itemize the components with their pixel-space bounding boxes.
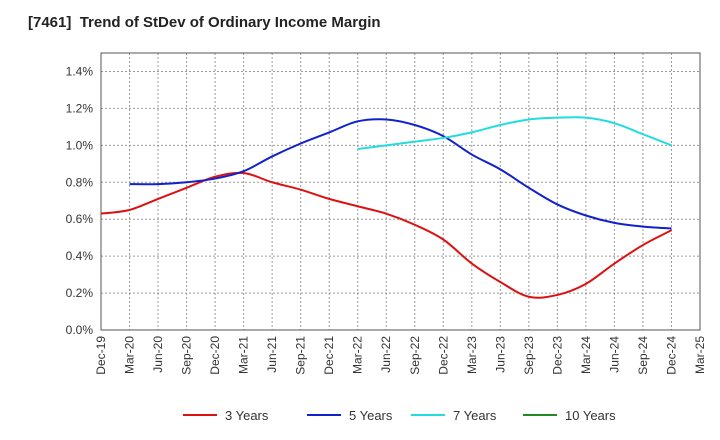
x-tick-label: Dec-24	[664, 336, 678, 375]
y-tick-label: 0.4%	[66, 249, 94, 263]
x-tick-label: Jun-24	[607, 336, 621, 373]
x-tick-label: Sep-22	[408, 336, 422, 375]
x-tick-label: Jun-22	[379, 336, 393, 373]
y-tick-label: 0.6%	[66, 212, 94, 226]
x-tick-label: Sep-24	[636, 336, 650, 375]
x-tick-label: Mar-20	[123, 336, 137, 374]
x-tick-label: Mar-22	[351, 336, 365, 374]
y-tick-label: 0.2%	[66, 286, 94, 300]
legend-label-10-years: 10 Years	[565, 408, 616, 423]
x-tick-label: Mar-24	[579, 336, 593, 374]
x-tick-label: Jun-21	[265, 336, 279, 373]
legend-label-3-years: 3 Years	[225, 408, 269, 423]
chart-title: [7461] Trend of StDev of Ordinary Income…	[28, 14, 381, 31]
x-tick-label: Mar-21	[237, 336, 251, 374]
series-line-5-years	[129, 118, 672, 230]
series-line-3-years	[100, 171, 672, 299]
x-tick-label: Dec-23	[550, 336, 564, 375]
series-line-7-years	[357, 116, 672, 151]
legend-label-5-years: 5 Years	[349, 408, 393, 423]
x-tick-label: Jun-23	[493, 336, 507, 373]
x-tick-label: Sep-20	[180, 336, 194, 375]
y-tick-label: 0.0%	[66, 323, 94, 337]
plot-frame	[100, 52, 701, 331]
x-tick-label: Mar-23	[465, 336, 479, 374]
plot-area	[101, 53, 700, 330]
y-tick-label: 0.8%	[66, 175, 94, 189]
y-tick-label: 1.0%	[66, 138, 94, 152]
x-tick-label: Sep-23	[522, 336, 536, 375]
x-tick-label: Mar-25	[693, 336, 707, 374]
y-tick-label: 1.2%	[66, 101, 94, 115]
x-tick-label: Jun-20	[151, 336, 165, 373]
y-tick-label: 1.4%	[66, 64, 94, 78]
x-tick-label: Dec-19	[94, 336, 108, 375]
x-tick-label: Sep-21	[294, 336, 308, 375]
x-tick-label: Dec-20	[208, 336, 222, 375]
legend-label-7-years: 7 Years	[453, 408, 497, 423]
x-tick-label: Dec-21	[322, 336, 336, 375]
x-tick-label: Dec-22	[436, 336, 450, 375]
